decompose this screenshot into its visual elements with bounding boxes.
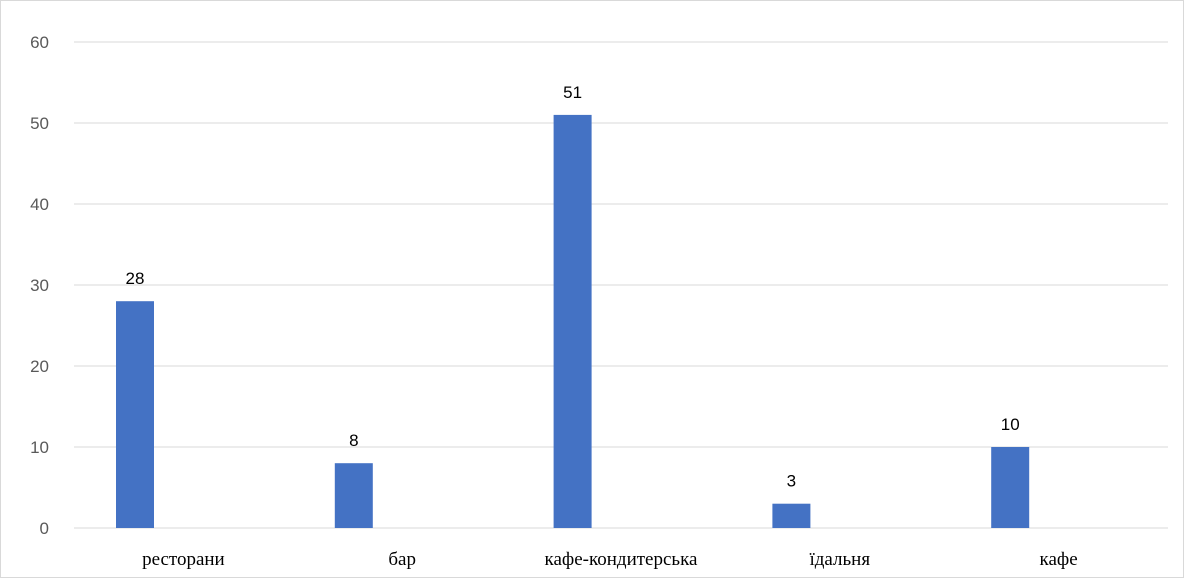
- y-tick-label: 50: [30, 114, 49, 133]
- bar: [334, 463, 373, 528]
- x-tick-label: бар: [388, 549, 416, 570]
- x-tick-label: кафе-кондитерська: [545, 549, 698, 570]
- bar: [991, 447, 1030, 528]
- y-tick-label: 40: [30, 195, 49, 214]
- x-axis-tick-labels: ресторани бар кафе-кондитерська їдальня кафе: [142, 549, 1078, 570]
- data-label: 51: [563, 83, 582, 102]
- y-axis-tick-labels: 0 10 20 30 40 50 60: [30, 33, 49, 538]
- x-tick-label: їдальня: [809, 549, 870, 570]
- y-tick-label: 60: [30, 33, 49, 52]
- y-tick-label: 20: [30, 357, 49, 376]
- bars: [116, 114, 1030, 529]
- x-tick-label: кафе: [1040, 549, 1078, 570]
- gridlines: [74, 41, 1168, 529]
- data-label: 28: [126, 269, 145, 288]
- y-tick-label: 10: [30, 438, 49, 457]
- data-label: 3: [787, 472, 796, 491]
- bar: [116, 301, 154, 528]
- bar: [772, 503, 811, 528]
- bar: [553, 114, 592, 529]
- data-labels: 28 8 51 3 10: [126, 83, 1020, 491]
- data-label: 8: [349, 431, 358, 450]
- y-tick-label: 0: [40, 519, 49, 538]
- data-label: 10: [1001, 415, 1020, 434]
- x-tick-label: ресторани: [142, 549, 225, 570]
- y-tick-label: 30: [30, 276, 49, 295]
